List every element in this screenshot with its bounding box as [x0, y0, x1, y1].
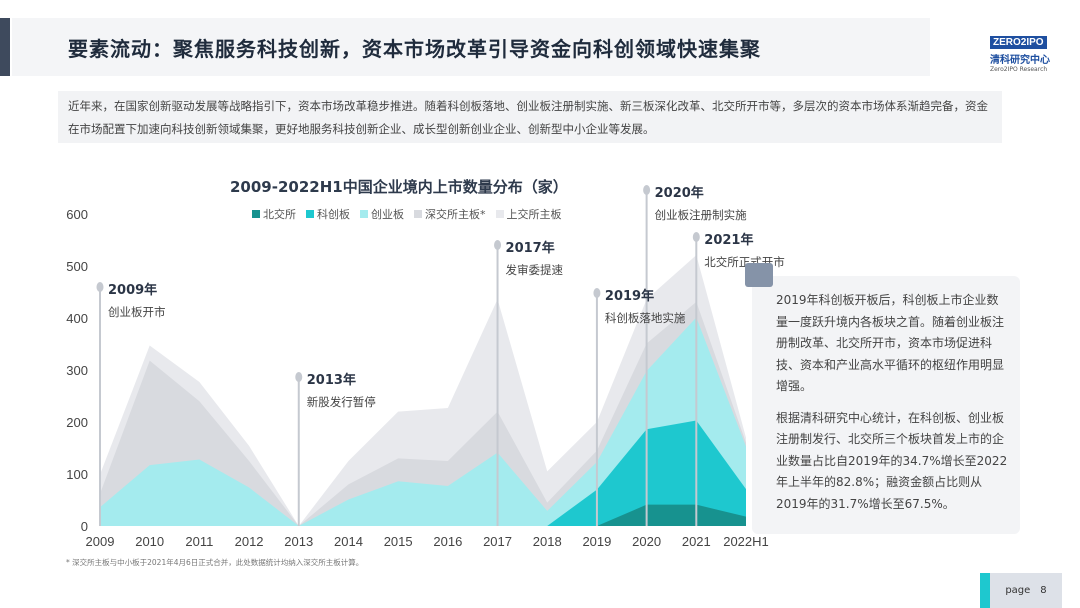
header-background: [12, 18, 930, 76]
x-tick-label: 2014: [334, 534, 363, 549]
legend-swatch: [414, 210, 422, 218]
legend-label: 深交所主板*: [425, 208, 486, 221]
legend-swatch: [495, 210, 504, 218]
legend-label: 创业板: [371, 208, 404, 221]
y-tick-label: 200: [66, 415, 88, 430]
logo: ZERO2IPO 清科研究中心 Zero2IPO Research: [990, 30, 1060, 73]
annotation: 2013年新股发行暂停: [307, 369, 376, 410]
footnote: * 深交所主板与中小板于2021年4月6日正式合并，此处数据统计均纳入深交所主板…: [66, 558, 364, 567]
page-accent: [980, 573, 990, 608]
series-area-1: [100, 420, 746, 526]
annotation-pin-head: [295, 372, 303, 382]
annotation-year: 2020年: [654, 186, 704, 201]
annotation-pin-head: [692, 232, 700, 242]
annotation-text: 科创板落地实施: [604, 311, 686, 325]
x-tick-label: 2020: [632, 534, 661, 549]
legend-item: 创业板: [360, 206, 404, 222]
legend-label: 科创板: [317, 208, 350, 221]
commentary-marker: [745, 263, 773, 287]
legend-swatch: [252, 210, 260, 218]
annotation-text: 发审委提速: [505, 263, 564, 277]
x-tick-label: 2018: [533, 534, 562, 549]
annotation-year: 2021年: [704, 233, 754, 248]
annotation-pin-head: [593, 288, 601, 298]
page-indicator: page 8: [990, 573, 1062, 608]
x-tick-label: 2021: [682, 534, 711, 549]
legend-item: 上交所主板: [495, 206, 562, 222]
header-accent-bar: [0, 18, 10, 76]
legend-label: 上交所主板: [506, 208, 562, 221]
annotation: 2009年创业板开市: [108, 279, 166, 320]
legend-item: 北交所: [252, 206, 296, 222]
commentary-box: 2019年科创板开板后，科创板上市企业数量一度跃升境内各板块之首。随着创业板注册…: [752, 276, 1020, 534]
x-tick-label: 2009: [86, 534, 115, 549]
y-tick-label: 100: [66, 467, 88, 482]
legend-label: 北交所: [263, 208, 296, 221]
x-tick-label: 2013: [284, 534, 313, 549]
logo-cn: 清科研究中心: [990, 55, 1050, 66]
series-area-3: [100, 301, 746, 526]
legend-swatch: [360, 210, 368, 218]
legend-item: 深交所主板*: [414, 206, 486, 222]
y-tick-label: 300: [66, 363, 88, 378]
y-tick-label: 400: [66, 311, 88, 326]
page-number: 8: [1040, 585, 1047, 596]
x-tick-label: 2022H1: [723, 534, 769, 549]
logo-en: Zero2IPO Research: [990, 66, 1048, 73]
y-tick-label: 500: [66, 259, 88, 274]
annotation-year: 2017年: [505, 241, 555, 256]
annotation-pin-head: [494, 240, 502, 250]
y-tick-label: 0: [81, 519, 88, 534]
annotation: 2017年发审委提速: [506, 237, 564, 278]
annotation-text: 创业板开市: [108, 305, 166, 319]
annotation-text: 创业板注册制实施: [654, 208, 747, 222]
commentary-paragraph-1: 2019年科创板开板后，科创板上市企业数量一度跃升境内各板块之首。随着创业板注册…: [776, 293, 1005, 393]
logo-mark: ZERO2IPO: [990, 36, 1047, 49]
series-area-0: [100, 504, 746, 526]
x-tick-label: 2016: [433, 534, 462, 549]
page-title: 要素流动：聚焦服务科技创新，资本市场改革引导资金向科创领域快速集聚: [68, 37, 761, 61]
x-tick-label: 2017: [483, 534, 512, 549]
intro-text: 近年来，在国家创新驱动发展等战略指引下，资本市场改革稳步推进。随着科创板落地、创…: [58, 91, 1002, 143]
annotation-year: 2019年: [604, 289, 655, 304]
annotation: 2019年科创板落地实施: [605, 285, 686, 326]
x-tick-label: 2019: [582, 534, 611, 549]
x-tick-label: 2015: [384, 534, 413, 549]
annotation-pin-head: [96, 282, 104, 292]
annotation-year: 2013年: [306, 373, 356, 388]
annotation: 2020年创业板注册制实施: [655, 182, 747, 223]
legend-item: 科创板: [306, 206, 350, 222]
annotation-year: 2009年: [108, 283, 158, 298]
x-tick-label: 2012: [235, 534, 264, 549]
commentary-paragraph-2: 根据清科研究中心统计，在科创板、创业板注册制发行、北交所三个板块首发上市的企业数…: [776, 410, 1008, 511]
legend-swatch: [306, 210, 314, 218]
page-label: page: [1005, 585, 1031, 596]
chart-title: 2009-2022H1中国企业境内上市数量分布（家）: [230, 178, 568, 196]
x-tick-label: 2011: [185, 534, 213, 549]
y-tick-label: 600: [66, 207, 88, 222]
series-area-4: [100, 255, 746, 526]
x-tick-label: 2010: [135, 534, 164, 549]
annotation-text: 新股发行暂停: [306, 395, 376, 409]
chart-legend: 北交所 科创板 创业板 深交所主板* 上交所主板: [252, 206, 562, 222]
annotation-pin-head: [643, 185, 651, 195]
